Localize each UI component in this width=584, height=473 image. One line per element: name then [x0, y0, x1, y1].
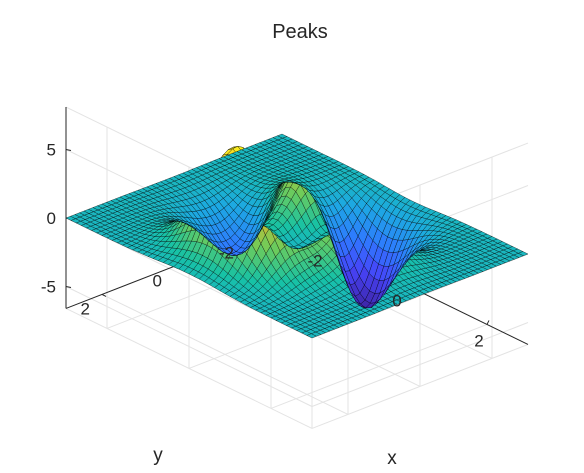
- y-axis-label: y: [153, 445, 163, 466]
- pane-edge: [311, 343, 529, 429]
- z-tick-label: 0: [47, 209, 56, 228]
- floor-grid-line: [101, 293, 349, 415]
- z-tick-mark: [65, 149, 72, 151]
- x-tick-mark: [486, 320, 490, 325]
- tick-labels: -2 0 2 -2 0 2 -5 0 5: [41, 141, 484, 351]
- z-tick-mark: [65, 286, 72, 288]
- y-tick-label: 0: [153, 271, 162, 290]
- chart-title: Peaks: [272, 21, 328, 43]
- side-wall-grid-line: [311, 322, 529, 407]
- y-tick-label: -2: [219, 243, 234, 262]
- back-wall-grid-line: [65, 286, 313, 407]
- surface-patch: [517, 251, 529, 257]
- surface-mesh: [65, 133, 529, 339]
- x-tick-label: -2: [307, 251, 322, 270]
- x-tick-label: 0: [392, 291, 401, 310]
- x-axis-label: x: [387, 448, 397, 469]
- z-tick-label: 5: [47, 141, 56, 160]
- y-tick-label: 2: [81, 299, 90, 318]
- y-tick-mark: [101, 293, 107, 297]
- x-tick-label: 2: [474, 331, 483, 350]
- pane-edge: [65, 307, 313, 429]
- z-tick-label: -5: [41, 278, 56, 297]
